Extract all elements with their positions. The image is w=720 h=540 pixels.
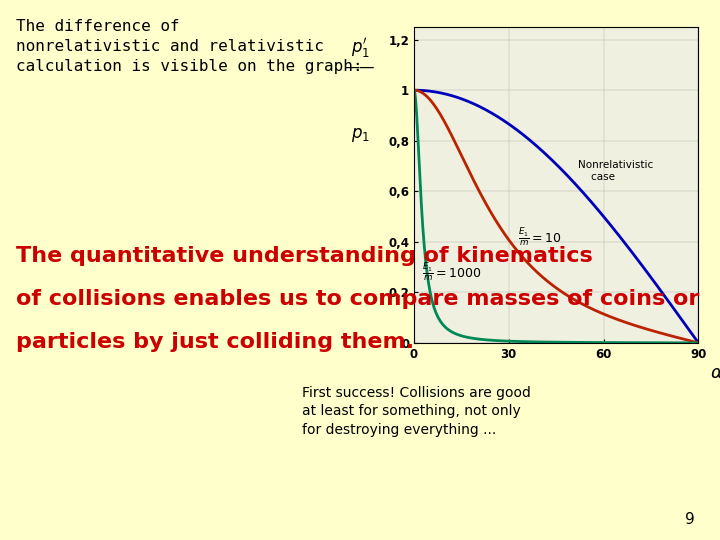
Text: The difference of
nonrelativistic and relativistic
calculation is visible on the: The difference of nonrelativistic and re… — [16, 19, 362, 73]
Text: $\frac{E_1}{m}=10$: $\frac{E_1}{m}=10$ — [518, 226, 562, 248]
Text: $\frac{E_1}{m}=1000$: $\frac{E_1}{m}=1000$ — [422, 261, 482, 283]
Text: Nonrelativistic
    case: Nonrelativistic case — [578, 160, 654, 182]
Text: 9: 9 — [685, 511, 695, 526]
Text: ——: —— — [345, 60, 375, 75]
Text: of collisions enables us to compare masses of coins or: of collisions enables us to compare mass… — [16, 289, 699, 309]
Text: The quantitative understanding of kinematics: The quantitative understanding of kinema… — [16, 246, 593, 266]
Text: $\alpha$: $\alpha$ — [710, 363, 720, 382]
Text: $p_1'$: $p_1'$ — [351, 36, 369, 59]
Text: particles by just colliding them.: particles by just colliding them. — [16, 332, 414, 352]
Text: $p_1$: $p_1$ — [351, 126, 369, 144]
Text: First success! Collisions are good
at least for something, not only
for destroyi: First success! Collisions are good at le… — [302, 386, 531, 437]
